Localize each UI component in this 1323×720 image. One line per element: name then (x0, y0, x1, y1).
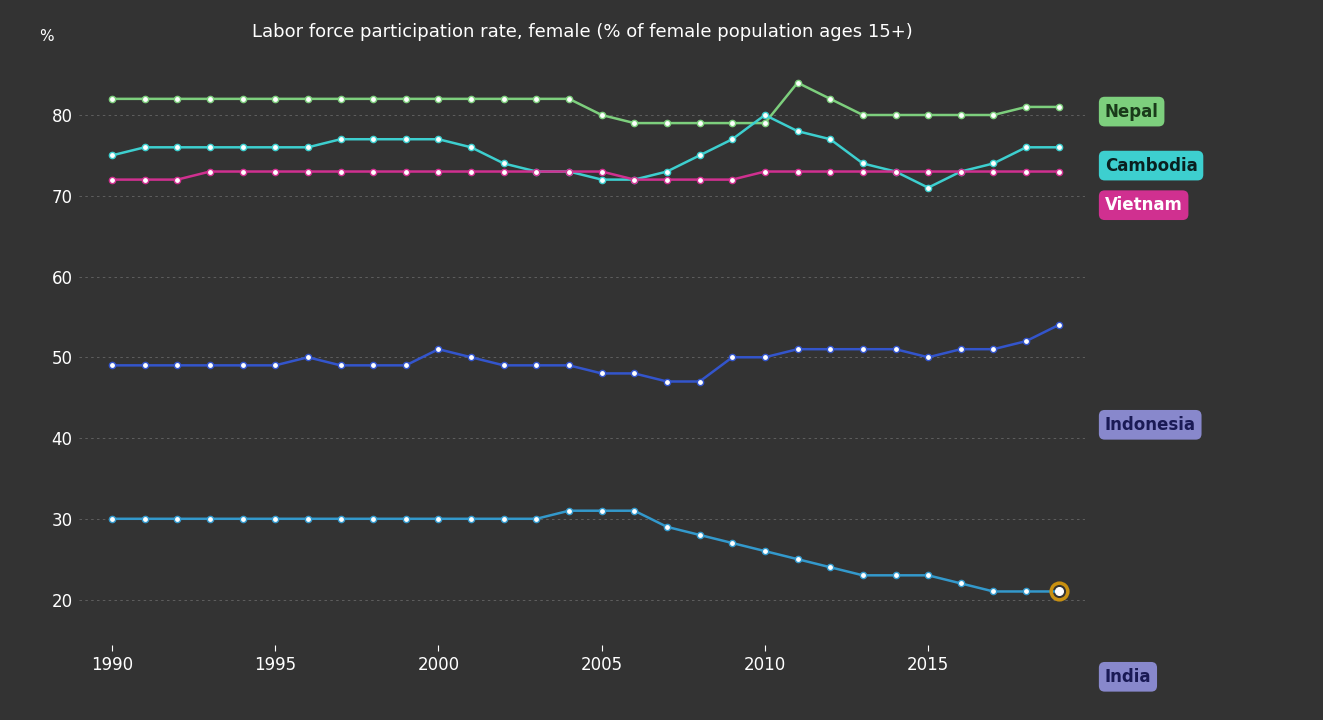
Title: Labor force participation rate, female (% of female population ages 15+): Labor force participation rate, female (… (251, 22, 913, 40)
Text: Indonesia: Indonesia (1105, 416, 1196, 433)
Text: Vietnam: Vietnam (1105, 197, 1183, 215)
Text: India: India (1105, 668, 1151, 685)
Text: Cambodia: Cambodia (1105, 157, 1197, 175)
Text: %: % (40, 30, 54, 45)
Text: Nepal: Nepal (1105, 102, 1159, 120)
